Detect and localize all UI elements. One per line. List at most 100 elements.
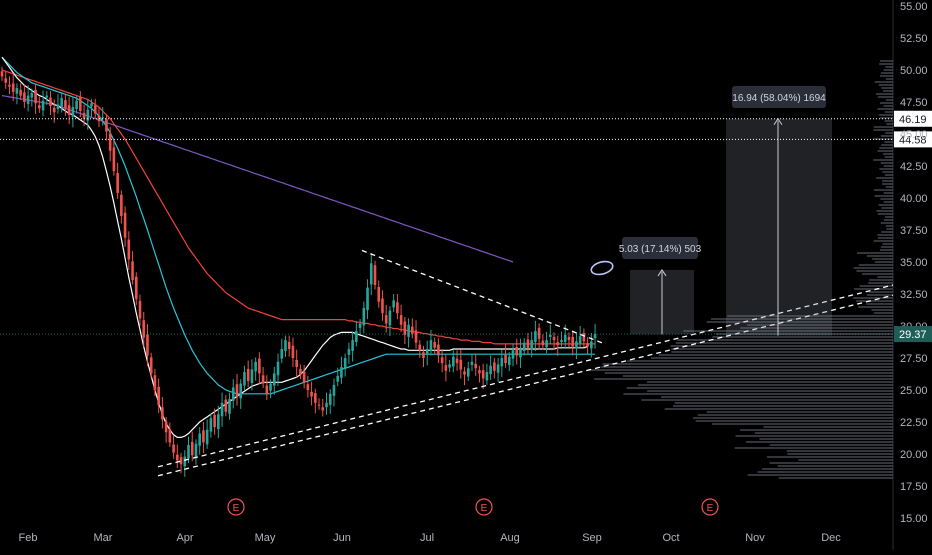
candle[interactable] [452, 356, 455, 367]
candle[interactable] [321, 407, 325, 411]
candle[interactable] [34, 89, 37, 104]
candle[interactable] [49, 97, 52, 106]
candle[interactable] [127, 239, 131, 260]
candle[interactable] [582, 333, 586, 342]
earnings-icon[interactable] [475, 498, 493, 516]
candle[interactable] [399, 315, 403, 325]
candle[interactable] [563, 334, 567, 342]
candle[interactable] [235, 384, 239, 397]
candle[interactable] [157, 386, 160, 406]
highlight-circle[interactable] [590, 259, 614, 276]
candle[interactable] [187, 445, 190, 459]
candle[interactable] [97, 115, 101, 122]
candle[interactable] [209, 418, 213, 432]
candle[interactable] [537, 327, 541, 339]
candle[interactable] [355, 331, 358, 342]
measure-box-2[interactable] [726, 118, 832, 336]
candle[interactable] [526, 339, 530, 348]
candle[interactable] [507, 356, 511, 366]
candle[interactable] [470, 361, 474, 366]
candle[interactable] [284, 340, 287, 351]
candle[interactable] [56, 104, 60, 110]
candle[interactable] [519, 349, 522, 358]
candle[interactable] [377, 286, 381, 302]
candle[interactable] [108, 133, 112, 151]
candle[interactable] [549, 334, 552, 337]
candle[interactable] [250, 369, 254, 383]
candle[interactable] [67, 105, 71, 115]
candle[interactable] [112, 147, 116, 172]
candle[interactable] [8, 84, 11, 87]
candle[interactable] [60, 98, 63, 107]
candle[interactable] [246, 368, 250, 382]
candle[interactable] [64, 100, 67, 109]
candle[interactable] [522, 342, 526, 351]
time-axis[interactable]: Feb Mar Apr May Jun Jul Aug Sep Oct Nov Dec [19, 532, 842, 544]
candle[interactable] [161, 407, 164, 420]
candle[interactable] [560, 340, 563, 342]
candle[interactable] [302, 371, 306, 383]
candle[interactable] [403, 321, 407, 335]
candle[interactable] [224, 399, 228, 412]
candle[interactable] [202, 430, 205, 443]
candle[interactable] [336, 375, 339, 382]
candle[interactable] [116, 173, 119, 193]
candle[interactable] [541, 340, 545, 346]
candle[interactable] [295, 359, 298, 367]
candle[interactable] [422, 352, 425, 358]
candle[interactable] [306, 384, 310, 390]
candle[interactable] [45, 95, 49, 98]
candle[interactable] [466, 368, 470, 377]
candle[interactable] [228, 398, 231, 414]
candle[interactable] [239, 383, 243, 399]
candle[interactable] [534, 331, 537, 342]
candle[interactable] [75, 100, 78, 110]
candle[interactable] [272, 373, 276, 386]
candle[interactable] [123, 212, 127, 238]
candle[interactable] [194, 443, 198, 458]
candle[interactable] [396, 302, 399, 314]
candle[interactable] [213, 414, 216, 428]
candle[interactable] [26, 95, 30, 104]
candle[interactable] [23, 92, 26, 102]
candle[interactable] [593, 334, 597, 339]
candle[interactable] [455, 358, 459, 364]
candle[interactable] [19, 89, 22, 96]
ascending-trendline-upper[interactable] [157, 294, 894, 477]
drawings[interactable]: 5.03 (17.14%) 503 16.94 (58.04%) 1694 [157, 86, 894, 477]
candle[interactable] [575, 341, 578, 349]
candle[interactable] [571, 336, 574, 347]
candle[interactable] [138, 301, 142, 319]
candle[interactable] [179, 457, 183, 465]
candle[interactable] [280, 349, 284, 359]
candle[interactable] [358, 323, 362, 328]
candle[interactable] [217, 414, 220, 430]
candle[interactable] [231, 387, 235, 401]
candle[interactable] [38, 105, 41, 109]
candle[interactable] [164, 421, 168, 433]
candle[interactable] [384, 315, 388, 324]
candle[interactable] [71, 107, 75, 117]
candle[interactable] [366, 287, 369, 310]
candle[interactable] [325, 402, 328, 408]
candle[interactable] [93, 105, 97, 114]
candle[interactable] [411, 326, 414, 334]
candle[interactable] [299, 368, 302, 375]
candle[interactable] [131, 261, 134, 280]
candle[interactable] [243, 372, 246, 386]
candle[interactable] [198, 433, 201, 446]
candlesticks[interactable] [0, 66, 597, 477]
candle[interactable] [276, 361, 280, 376]
candle[interactable] [481, 370, 485, 379]
candle[interactable] [504, 354, 507, 364]
candle[interactable] [496, 364, 500, 373]
candle[interactable] [254, 361, 257, 372]
candle[interactable] [343, 358, 347, 369]
candle[interactable] [52, 107, 56, 113]
candle[interactable] [15, 87, 19, 94]
candle[interactable] [11, 83, 15, 92]
candle[interactable] [429, 340, 433, 351]
earnings-icon[interactable] [701, 498, 719, 516]
